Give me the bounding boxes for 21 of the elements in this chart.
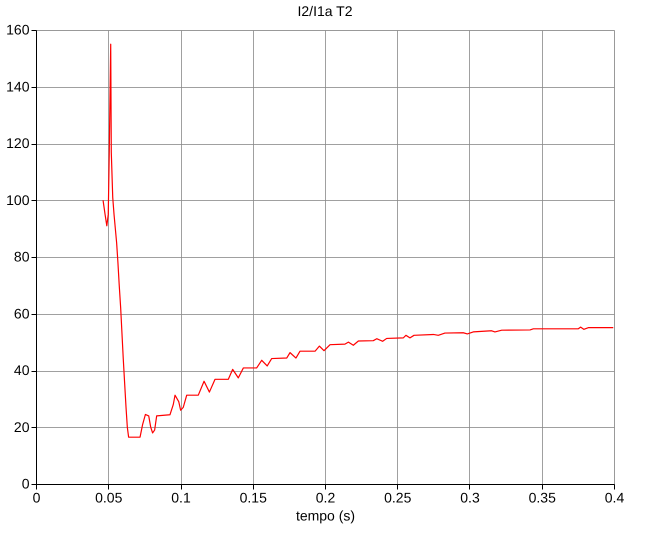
x-tick-label: 0.15 — [240, 490, 268, 506]
x-tick-label: 0.25 — [384, 490, 412, 506]
x-tick-label: 0.05 — [95, 490, 123, 506]
x-tick-label: 0.3 — [460, 490, 480, 506]
x-tick-label: 0.2 — [316, 490, 336, 506]
y-tick-label: 100 — [6, 192, 30, 208]
y-tick-label: 140 — [6, 78, 30, 94]
y-tick-label: 120 — [6, 135, 30, 151]
y-tick-label: 20 — [14, 418, 30, 435]
y-tick-label: 80 — [14, 248, 30, 264]
y-tick-label: 160 — [6, 22, 30, 38]
x-tick-label: 0.35 — [528, 490, 556, 506]
x-tick-label: 0.1 — [171, 490, 191, 506]
y-tick-label: 0 — [22, 476, 30, 492]
y-tick-label: 60 — [14, 305, 30, 322]
x-tick-label: 0.4 — [604, 490, 624, 506]
x-tick-label: 0 — [32, 490, 41, 506]
x-axis-title: tempo (s) — [296, 508, 356, 524]
line-series — [102, 44, 614, 438]
chart-title: I2/I1a T2 — [297, 3, 353, 19]
y-tick-label: 40 — [14, 362, 30, 378]
